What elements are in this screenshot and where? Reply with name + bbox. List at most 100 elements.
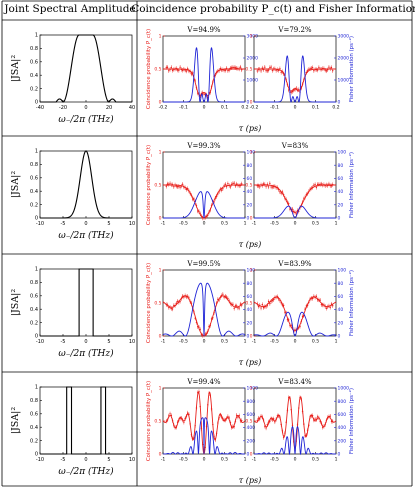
panel-title: V=83.4% <box>277 378 312 386</box>
coincidence-data-point <box>303 198 305 200</box>
fisher-y-tick-label: 0 <box>247 216 250 222</box>
coincidence-data-point <box>279 68 281 70</box>
coincidence-data-point <box>270 66 272 68</box>
coincidence-data-point <box>315 295 318 298</box>
coincidence-data-point <box>235 183 238 185</box>
coincidence-data-point <box>193 311 195 313</box>
coincidence-data-point <box>210 86 213 88</box>
coincidence-data-point <box>166 304 169 306</box>
fisher-y-tick-label: 0 <box>247 452 250 458</box>
coinc-x-tick-label: -1 <box>161 221 166 227</box>
coincidence-data-point <box>324 185 326 187</box>
coincidence-data-point <box>314 68 316 71</box>
coincidence-data-point <box>288 397 290 399</box>
coincidence-data-point <box>170 66 173 69</box>
coincidence-data-point <box>265 427 267 429</box>
coincidence-data-point <box>176 69 179 71</box>
jsa-x-tick-label: -10 <box>36 339 44 345</box>
coincidence-data-point <box>332 183 334 186</box>
coincidence-data-point <box>295 213 297 215</box>
coincidence-data-point <box>204 333 206 335</box>
coinc-y-label: Coincidence probability P_c(t) <box>146 145 152 225</box>
coinc-x-tick-label: -0.5 <box>270 457 279 463</box>
coincidence-data-point <box>301 83 304 85</box>
coinc-x-tick-label: 0.1 <box>312 105 319 111</box>
coincidence-data-point <box>271 186 274 188</box>
jsa-x-tick-label: -5 <box>61 221 66 227</box>
coincidence-data-point <box>168 415 170 417</box>
coincidence-data-point <box>259 418 261 420</box>
coincidence-data-point <box>200 215 203 217</box>
coincidence-data-point <box>270 418 272 420</box>
coinc-x-tick-label: 0.2 <box>241 105 248 111</box>
jsa-y-tick-label: 0.4 <box>30 73 38 79</box>
coincidence-data-point <box>311 414 314 417</box>
jsa-x-tick-label: -40 <box>36 105 44 111</box>
coincidence-data-point <box>178 69 180 72</box>
coinc-x-tick-label: 0 <box>203 221 206 227</box>
coincidence-data-point <box>191 438 194 440</box>
coincidence-data-point <box>277 69 280 72</box>
coincidence-data-point <box>218 416 220 419</box>
coincidence-data-point <box>235 414 238 416</box>
coincidence-data-point <box>238 68 240 70</box>
coincidence-data-point <box>269 302 271 305</box>
coincidence-data-point <box>178 185 180 188</box>
jsa-curve <box>40 34 132 103</box>
fisher-y-tick-label: 60 <box>338 176 344 182</box>
coincidence-data-point <box>220 69 223 71</box>
fisher-information-curve <box>254 55 336 103</box>
coincidence-data-point <box>189 70 191 73</box>
coincidence-data-point <box>259 68 261 70</box>
jsa-panel: -40 -20 0 20 40 0 0.2 0.4 0.6 0.8 1 |JSA|² ω₋/2π (TH… <box>10 33 135 125</box>
coincidence-data-point <box>180 68 183 71</box>
coincidence-data-point <box>220 189 223 191</box>
coincidence-data-point <box>171 420 174 422</box>
coincidence-data-point <box>199 405 201 408</box>
jsa-panel: -10 -5 0 5 10 0 0.2 0.4 0.6 0.8 1 |JSA|² ω₋/2π (THz) <box>10 385 135 477</box>
coinc-x-tick-label: 1 <box>244 457 247 463</box>
coincidence-data-point <box>321 67 324 70</box>
jsa-x-tick-label: -10 <box>36 221 44 227</box>
fisher-y-tick-label: 20 <box>247 202 253 208</box>
coincidence-data-point <box>188 413 190 416</box>
coincidence-data-point <box>214 197 217 200</box>
fisher-y-tick-label: 100 <box>338 268 347 274</box>
fisher-y-tick-label: 40 <box>247 189 253 195</box>
coincidence-data-point <box>234 185 237 187</box>
coinc-y-tick-label: 0.5 <box>245 301 252 307</box>
jsa-y-tick-label: 0.2 <box>30 202 38 208</box>
coincidence-data-point <box>227 415 229 418</box>
coincidence-data-point <box>313 295 315 298</box>
coincidence-data-point <box>294 328 296 331</box>
coincidence-data-point <box>184 418 186 420</box>
coincidence-data-point <box>232 425 234 428</box>
coincidence-data-point <box>310 187 313 189</box>
coincidence-data-point <box>168 183 170 186</box>
coincidence-data-point <box>275 296 277 298</box>
coincidence-data-point <box>238 185 240 187</box>
coincidence-data-point <box>183 421 185 423</box>
coincidence-data-point <box>274 421 276 423</box>
jsa-y-label: |JSA|² <box>10 171 21 199</box>
coincidence-data-point <box>169 68 171 71</box>
coincidence-data-point <box>300 87 302 89</box>
coincidence-data-point <box>306 193 309 195</box>
panel-title: V=99.5% <box>186 260 221 268</box>
coincidence-data-point <box>332 304 334 307</box>
tau-x-label: τ (ps) <box>239 240 261 249</box>
coincidence-data-point <box>325 70 328 72</box>
coincidence-data-point <box>284 432 286 434</box>
jsa-curve <box>40 386 132 455</box>
coinc-x-tick-label: 0.5 <box>312 457 319 463</box>
coincidence-data-point <box>296 89 299 91</box>
coinc-x-tick-label: 1 <box>335 457 338 463</box>
coincidence-data-point <box>291 424 294 427</box>
fisher-y-tick-label: 80 <box>247 281 253 287</box>
coincidence-data-point <box>277 188 280 191</box>
coincidence-data-point <box>204 446 206 449</box>
jsa-x-tick-label: 5 <box>107 339 110 345</box>
coinc-y-tick-label: 0.5 <box>245 67 252 73</box>
coincidence-data-point <box>266 70 269 72</box>
